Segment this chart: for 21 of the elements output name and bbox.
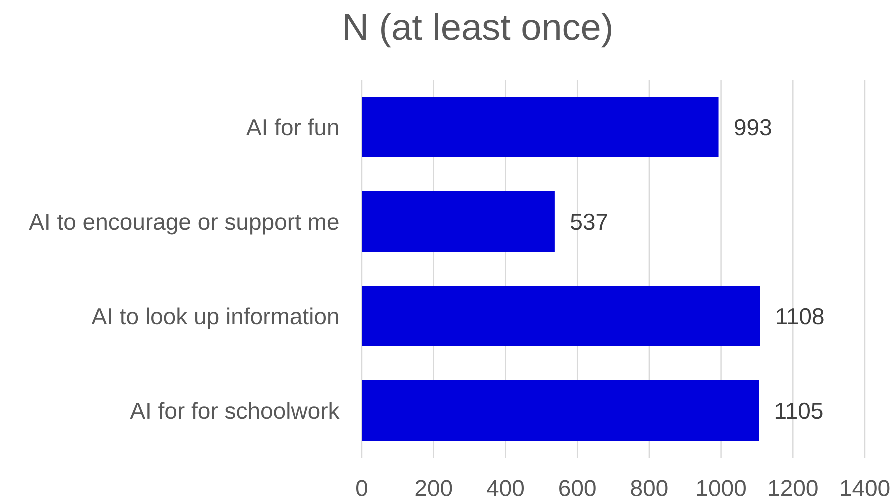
y-tick-label: AI to encourage or support me (29, 214, 339, 235)
x-tick-label: 400 (487, 480, 524, 496)
y-tick-label: AI for fun (246, 118, 338, 136)
x-tick-label: 1400 (841, 480, 890, 496)
x-tick-label: 1000 (697, 480, 746, 496)
data-label: 537 (571, 214, 608, 230)
bar (362, 380, 760, 441)
data-label: 1108 (777, 308, 824, 325)
x-tick-label: 600 (560, 480, 596, 496)
x-tick-label: 200 (416, 480, 452, 496)
data-label: 993 (735, 119, 772, 136)
y-tick-label: AI to look up information (92, 308, 338, 330)
bar (362, 286, 760, 346)
chart-title: N (at least once) (345, 13, 612, 48)
x-tick-label: 800 (631, 480, 668, 496)
data-label: 1105 (776, 402, 823, 420)
bar (362, 97, 719, 158)
bar (362, 192, 555, 252)
x-tick-label: 0 (356, 480, 368, 496)
x-tick-label: 1200 (769, 480, 818, 496)
y-tick-label: AI for for schoolwork (130, 402, 340, 420)
